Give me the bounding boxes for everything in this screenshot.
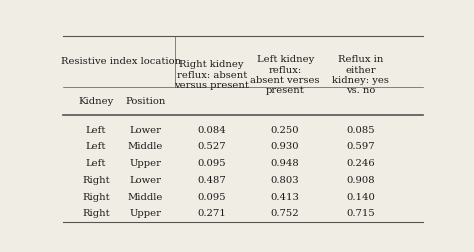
- Text: Lower: Lower: [129, 176, 162, 185]
- Text: 0.597: 0.597: [346, 142, 375, 151]
- Text: 0.803: 0.803: [271, 176, 300, 185]
- Text: 0.908: 0.908: [346, 176, 375, 185]
- Text: Right kidney
reflux: absent
versus present: Right kidney reflux: absent versus prese…: [174, 60, 249, 90]
- Text: Upper: Upper: [129, 209, 162, 218]
- Text: Right: Right: [82, 209, 110, 218]
- Text: 0.948: 0.948: [271, 159, 300, 168]
- Text: Left: Left: [86, 142, 106, 151]
- Text: 0.930: 0.930: [271, 142, 300, 151]
- Text: Kidney: Kidney: [78, 97, 114, 106]
- Text: Middle: Middle: [128, 193, 163, 202]
- Text: 0.246: 0.246: [346, 159, 375, 168]
- Text: 0.413: 0.413: [271, 193, 300, 202]
- Text: Upper: Upper: [129, 159, 162, 168]
- Text: 0.250: 0.250: [271, 126, 300, 135]
- Text: 0.095: 0.095: [197, 193, 226, 202]
- Text: 0.752: 0.752: [271, 209, 300, 218]
- Text: 0.095: 0.095: [197, 159, 226, 168]
- Text: Right: Right: [82, 193, 110, 202]
- Text: 0.271: 0.271: [197, 209, 226, 218]
- Text: Right: Right: [82, 176, 110, 185]
- Text: Lower: Lower: [129, 126, 162, 135]
- Text: Left: Left: [86, 126, 106, 135]
- Text: Middle: Middle: [128, 142, 163, 151]
- Text: 0.527: 0.527: [197, 142, 226, 151]
- Text: 0.487: 0.487: [197, 176, 226, 185]
- Text: Position: Position: [126, 97, 166, 106]
- Text: Left: Left: [86, 159, 106, 168]
- Text: 0.085: 0.085: [346, 126, 375, 135]
- Text: Resistive index location: Resistive index location: [61, 57, 181, 66]
- Text: 0.084: 0.084: [197, 126, 226, 135]
- Text: Left kidney
reflux:
absent verses
present: Left kidney reflux: absent verses presen…: [250, 55, 320, 96]
- Text: 0.715: 0.715: [346, 209, 375, 218]
- Text: Reflux in
either
kidney: yes
vs. no: Reflux in either kidney: yes vs. no: [332, 55, 389, 96]
- Text: 0.140: 0.140: [346, 193, 375, 202]
